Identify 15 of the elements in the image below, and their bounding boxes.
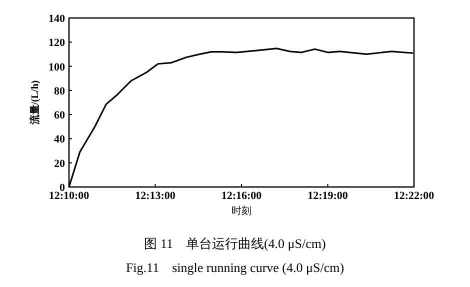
x-axis-title: 时刻 — [232, 205, 252, 217]
y-tick-label: 140 — [48, 13, 66, 25]
y-tick-label: 20 — [54, 158, 66, 170]
x-tick-label: 12:19:00 — [308, 190, 348, 202]
x-tick-label: 12:16:00 — [221, 190, 262, 202]
caption: Fig.11 single running curve (4.0 μS/cm) — [126, 260, 344, 275]
y-tick-label: 40 — [54, 134, 66, 146]
y-tick-label: 120 — [48, 37, 66, 50]
y-tick-label: 60 — [54, 110, 66, 122]
y-tick-label: 100 — [48, 61, 66, 74]
y-axis-title: 流量/(L/h) — [29, 80, 41, 126]
x-tick-label: 12:13:00 — [135, 190, 176, 202]
y-tick-label: 80 — [54, 85, 66, 98]
caption: 图 11 单台运行曲线(4.0 μS/cm) — [144, 236, 326, 251]
x-tick-label: 12:22:00 — [394, 190, 435, 202]
